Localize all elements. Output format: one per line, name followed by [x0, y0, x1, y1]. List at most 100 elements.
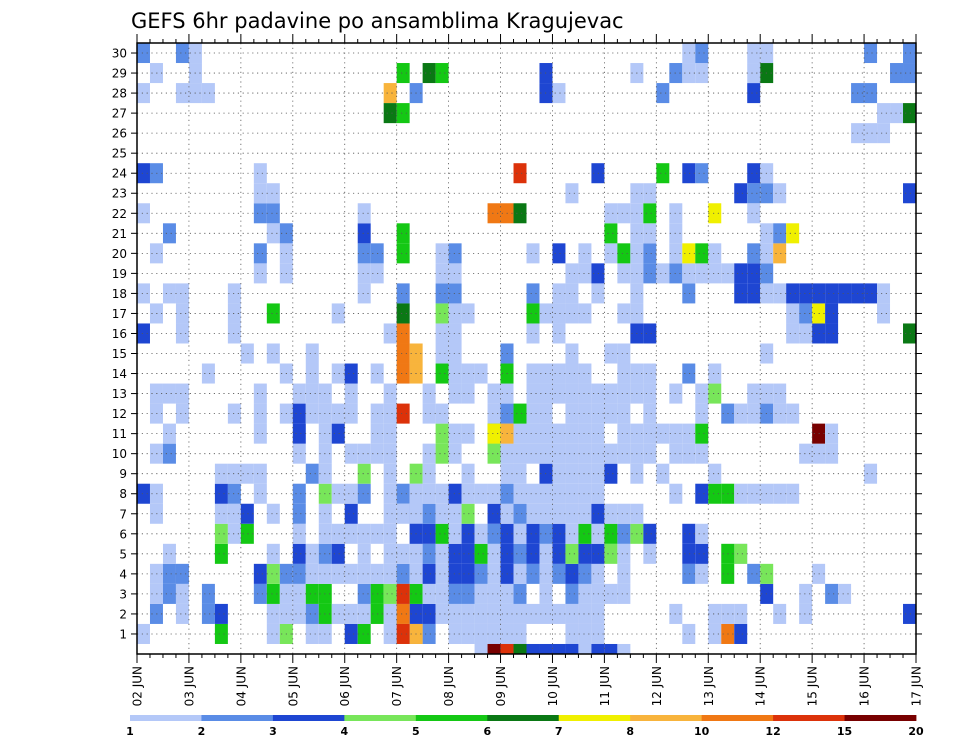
- heatmap-cell: [487, 423, 501, 444]
- heatmap-cell: [253, 583, 267, 604]
- heatmap-cell: [214, 523, 228, 544]
- heatmap-cell: [292, 423, 306, 444]
- heatmap-cell: [422, 623, 436, 644]
- heatmap-cell: [448, 243, 462, 264]
- heatmap-cell: [513, 603, 527, 624]
- y-tick-label: 7: [119, 507, 127, 521]
- heatmap-cell: [383, 563, 397, 584]
- heatmap-cell: [552, 83, 566, 104]
- heatmap-cell: [448, 283, 462, 304]
- heatmap-cell: [435, 263, 449, 284]
- heatmap-cell: [305, 463, 319, 484]
- heatmap-cell: [266, 203, 280, 224]
- heatmap-cell: [461, 463, 475, 484]
- heatmap-cell: [786, 403, 800, 424]
- heatmap-cell: [578, 303, 592, 324]
- heatmap-cell: [864, 83, 878, 104]
- heatmap-cell: [383, 523, 397, 544]
- heatmap-cell: [578, 603, 592, 624]
- heatmap-cell: [552, 323, 566, 344]
- heatmap-cell: [669, 383, 683, 404]
- heatmap-cell: [643, 243, 657, 264]
- heatmap-cell: [137, 283, 150, 304]
- heatmap-cell: [578, 583, 592, 604]
- heatmap-cell: [162, 383, 176, 404]
- heatmap-cell: [305, 383, 319, 404]
- heatmap-cell: [266, 583, 280, 604]
- heatmap-cell: [695, 403, 709, 424]
- heatmap-cell: [656, 83, 670, 104]
- heatmap-cell: [201, 603, 215, 624]
- heatmap-cell: [565, 283, 579, 304]
- heatmap-cell: [708, 243, 722, 264]
- heatmap-cell: [786, 283, 800, 304]
- heatmap-cell: [383, 583, 397, 604]
- heatmap-cell: [474, 563, 488, 584]
- heatmap-cell: [435, 363, 449, 384]
- heatmap-cell: [708, 603, 722, 624]
- heatmap-cell: [617, 403, 631, 424]
- heatmap-cell: [487, 603, 501, 624]
- heatmap-cell: [773, 603, 787, 624]
- x-tick-label: 07 JUN: [390, 666, 404, 706]
- heatmap-cell: [448, 323, 462, 344]
- heatmap-cell: [448, 503, 462, 524]
- heatmap-cell: [422, 603, 436, 624]
- heatmap-cell: [617, 383, 631, 404]
- heatmap-cell: [162, 543, 176, 564]
- heatmap-cell: [253, 403, 267, 424]
- heatmap-cell: [734, 403, 748, 424]
- heatmap-cell: [422, 463, 436, 484]
- heatmap-cell: [825, 443, 839, 464]
- heatmap-cell: [825, 283, 839, 304]
- heatmap-cell: [513, 403, 527, 424]
- heatmap-cell: [565, 643, 579, 654]
- heatmap-cell: [448, 523, 462, 544]
- heatmap-cell: [383, 103, 397, 124]
- y-tick-label: 13: [112, 387, 127, 401]
- heatmap-cell: [604, 443, 618, 464]
- heatmap-cell: [552, 463, 566, 484]
- heatmap-cell: [266, 543, 280, 564]
- y-tick-label: 28: [112, 87, 127, 101]
- heatmap-cell: [825, 423, 839, 444]
- heatmap-cell: [383, 423, 397, 444]
- heatmap-cell: [604, 583, 618, 604]
- y-tick-label: 2: [119, 607, 127, 621]
- y-tick-label: 5: [119, 547, 127, 561]
- heatmap-cell: [734, 183, 748, 204]
- heatmap-cell: [604, 643, 618, 654]
- heatmap-cell: [526, 243, 540, 264]
- heatmap-cell: [526, 443, 540, 464]
- heatmap-cell: [227, 403, 241, 424]
- heatmap-cell: [513, 503, 527, 524]
- heatmap-cell: [799, 323, 813, 344]
- heatmap-cell: [799, 443, 813, 464]
- colorbar-label: 1: [126, 725, 134, 738]
- heatmap-cell: [565, 263, 579, 284]
- y-tick-label: 14: [112, 367, 127, 381]
- colorbar-segment: [344, 715, 417, 721]
- heatmap-cell: [487, 543, 501, 564]
- heatmap-cell: [682, 63, 696, 84]
- heatmap-cell: [864, 463, 878, 484]
- heatmap-cell: [461, 303, 475, 324]
- heatmap-cell: [448, 543, 462, 564]
- heatmap-cell: [682, 363, 696, 384]
- heatmap-cell: [604, 543, 618, 564]
- heatmap-cell: [461, 503, 475, 524]
- x-tick-label: 12 JUN: [650, 666, 664, 706]
- heatmap-cell: [266, 603, 280, 624]
- colorbar-segment: [844, 715, 917, 721]
- heatmap-cell: [487, 383, 501, 404]
- heatmap-cell: [305, 543, 319, 564]
- y-tick-label: 29: [112, 67, 127, 81]
- y-tick-label: 18: [112, 287, 127, 301]
- y-tick-label: 16: [112, 327, 127, 341]
- x-tick-label: 15 JUN: [806, 666, 820, 706]
- heatmap-cell: [526, 283, 540, 304]
- y-tick-label: 8: [119, 487, 127, 501]
- heatmap-cell: [461, 563, 475, 584]
- heatmap-cell: [448, 623, 462, 644]
- heatmap-cell: [578, 643, 592, 654]
